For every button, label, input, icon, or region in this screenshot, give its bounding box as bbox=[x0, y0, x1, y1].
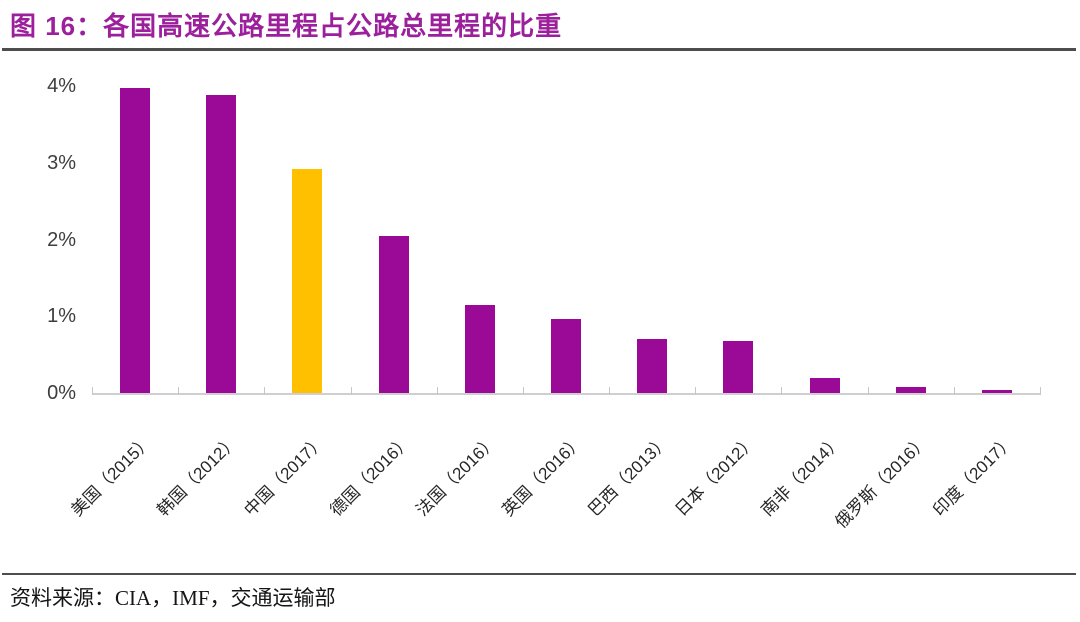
x-axis-line bbox=[92, 393, 1040, 395]
bar bbox=[120, 88, 150, 393]
bar bbox=[465, 305, 495, 393]
axis-tick bbox=[868, 387, 869, 395]
axis-tick bbox=[178, 387, 179, 395]
y-axis-label: 3% bbox=[47, 151, 76, 174]
axis-tick bbox=[695, 387, 696, 395]
x-axis-label: 美国（2015） bbox=[67, 431, 157, 520]
bar bbox=[637, 339, 667, 393]
y-axis-label: 1% bbox=[47, 305, 76, 328]
y-axis-label: 4% bbox=[47, 75, 76, 97]
bar bbox=[982, 390, 1012, 393]
axis-tick bbox=[1040, 387, 1041, 395]
x-axis-label: 德国（2016） bbox=[326, 431, 415, 520]
axis-tick bbox=[781, 387, 782, 395]
bar bbox=[896, 387, 926, 393]
y-axis-label: 2% bbox=[47, 228, 76, 251]
axis-tick bbox=[523, 387, 524, 395]
x-axis-label: 日本（2012） bbox=[671, 431, 760, 520]
axis-tick bbox=[92, 387, 93, 395]
axis-tick bbox=[954, 387, 955, 395]
bar bbox=[723, 341, 753, 393]
x-axis-label: 韩国（2012） bbox=[153, 431, 243, 520]
axis-tick bbox=[351, 387, 352, 395]
bar bbox=[206, 95, 236, 393]
y-axis-label: 0% bbox=[47, 382, 76, 404]
axis-tick bbox=[437, 387, 438, 395]
bar bbox=[551, 319, 581, 393]
bar bbox=[292, 169, 322, 393]
title-separator-line bbox=[2, 48, 1076, 51]
x-axis-label: 印度（2017） bbox=[929, 431, 1018, 520]
x-axis-label: 南非（2014） bbox=[757, 431, 846, 520]
bar bbox=[379, 236, 409, 393]
x-axis-label: 英国（2016） bbox=[498, 431, 587, 520]
bar bbox=[810, 378, 840, 393]
x-axis-label: 中国（2017） bbox=[240, 431, 329, 520]
axis-tick bbox=[264, 387, 265, 395]
source-note: 资料来源：CIA，IMF，交通运输部 bbox=[10, 586, 336, 610]
figure-title: 图 16：各国高速公路里程占公路总里程的比重 bbox=[10, 11, 563, 41]
footer-separator-line bbox=[2, 573, 1076, 575]
axis-tick bbox=[609, 387, 610, 395]
x-axis-label: 巴西（2013） bbox=[584, 431, 674, 520]
x-axis-label: 法国（2016） bbox=[412, 431, 501, 520]
